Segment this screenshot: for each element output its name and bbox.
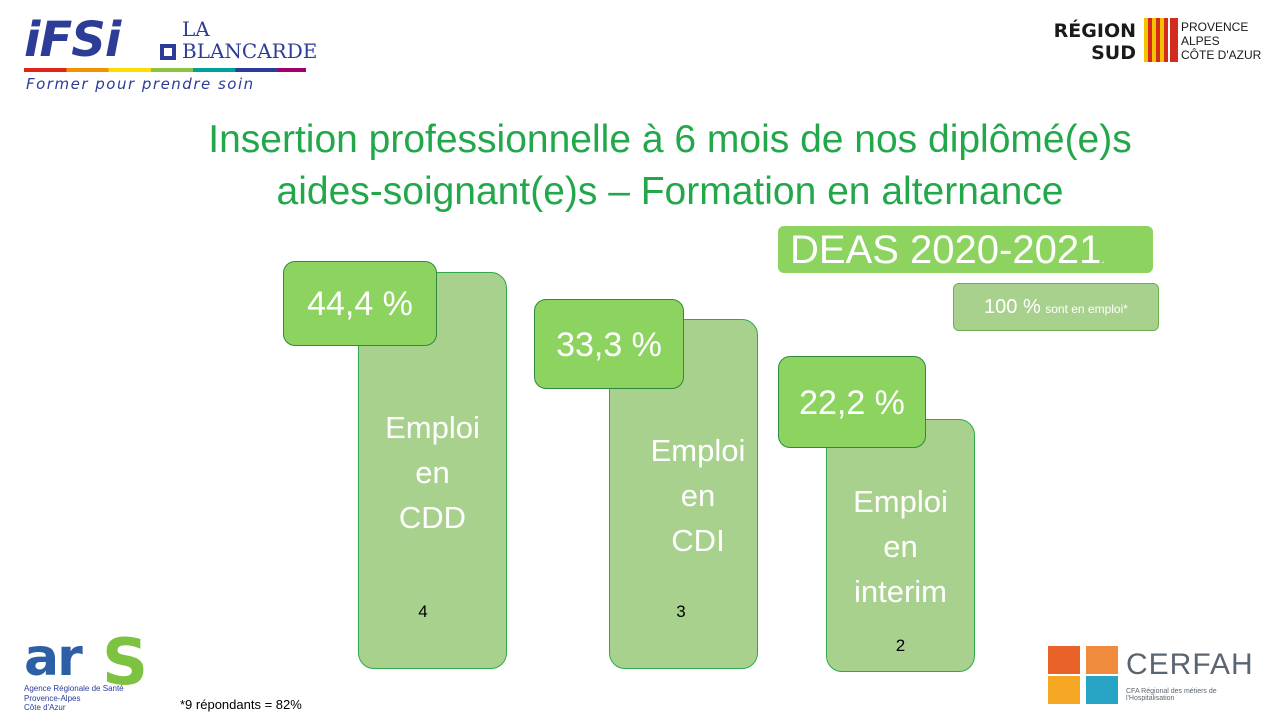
ifsi-logo-color-stripe [24,68,306,72]
region-coat-of-arms-side-icon [1170,18,1178,62]
bar-label-interim: Emploi en interim [826,479,975,614]
bar-label-cdd-line2: en [415,455,450,490]
bar-label-cdi-line2: en [680,478,716,513]
percent-label-cdi: 33,3 % [534,299,684,389]
bar-label-cdd: Emploi en CDD [358,405,507,540]
deas-dot: . [1101,252,1105,266]
cerfah-logo-subtitle: CFA Régional des métiers de l'Hospitalis… [1126,688,1217,702]
employment-total-label: sont en emploi* [1045,302,1128,316]
bar-label-cdi-line1: Emploi [650,433,746,468]
deas-year-text: DEAS 2020-2021 [790,228,1102,272]
ars-logo: ar S Agence Régionale de Santé Provence-… [24,626,154,716]
ars-logo-text: ar [24,628,83,688]
bar-label-cdd-line3: CDD [398,500,467,535]
region-coat-of-arms-icon [1144,18,1168,62]
ars-logo-line1: Agence Régionale de Santé [24,684,124,693]
cerfah-logo-text: CERFAH [1126,648,1254,681]
count-label-interim: 2 [895,636,906,655]
region-logo-line1: RÉGION [1053,20,1136,42]
cerfah-logo: CERFAH CFA Régional des métiers de l'Hos… [1048,638,1264,706]
ifsi-logo-square-icon [160,44,176,60]
percent-label-cdd: 44,4 % [283,261,437,346]
count-label-cdd: 4 [418,602,428,621]
region-sud-logo: RÉGION SUD PROVENCE ALPES CÔTE D'AZUR [1034,14,1274,72]
slide-title: Insertion professionnelle à 6 mois de no… [110,114,1230,218]
region-province-line2: ALPES [1181,34,1220,48]
ifsi-logo: iFSi LA BLANCARDE Former pour prendre so… [24,12,318,94]
bar-label-cdi-line3: CDI [671,523,725,558]
bar-label-cdi: Emploi en CDI [621,428,775,563]
footnote: *9 répondants = 82% [180,697,302,712]
bar-label-interim-line1: Emploi [853,484,948,519]
cerfah-caduceus-icon [1048,638,1120,706]
ifsi-tagline: Former pour prendre soin [26,75,255,93]
count-label-cdi: 3 [676,602,686,621]
region-province-line1: PROVENCE [1181,20,1249,34]
ars-logo-line2: Provence-Alpes [24,694,81,703]
employment-total-percent: 100 % [984,296,1041,318]
ars-logo-s: S [102,626,149,700]
bar-label-cdd-line1: Emploi [385,410,480,445]
bar-label-interim-line2: en [883,529,918,564]
bar-emploi-interim [826,419,975,672]
employment-total-badge: 100 % sont en emploi* [953,283,1159,331]
region-province-line3: CÔTE D'AZUR [1181,48,1262,62]
slide-title-line1: Insertion professionnelle à 6 mois de no… [208,118,1132,161]
ifsi-logo-la: LA [182,17,210,41]
bar-label-interim-line3: interim [853,574,947,609]
deas-year-badge: DEAS 2020-2021. [778,226,1153,273]
slide-title-line2: aides-soignant(e)s – Formation en altern… [276,170,1064,213]
ars-logo-line3: Côte d'Azur [24,703,66,712]
ifsi-logo-blancarde: BLANCARDE [182,39,318,63]
percent-label-interim: 22,2 % [778,356,926,448]
region-logo-line2: SUD [1091,42,1136,64]
ifsi-logo-text: iFSi [24,12,121,68]
